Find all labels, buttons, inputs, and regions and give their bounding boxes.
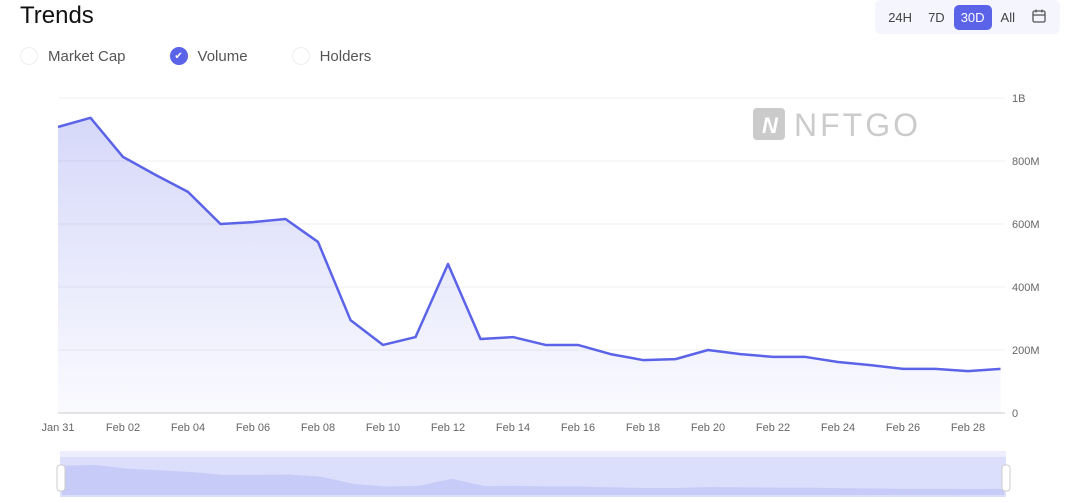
y-tick-label: 200M [1012, 345, 1040, 357]
volume-line [57, 116, 1001, 373]
page-title: Trends [20, 2, 94, 29]
x-tick-label: Feb 08 [301, 422, 335, 434]
x-tick-label: Feb 20 [691, 422, 725, 434]
y-tick-label: 600M [1012, 219, 1040, 231]
range-7d[interactable]: 7D [928, 9, 945, 25]
svg-text:NFTGO: NFTGO [794, 107, 921, 143]
y-tick-label: 0 [1012, 408, 1018, 420]
volume-area [58, 117, 1001, 413]
y-tick-label: 400M [1012, 282, 1040, 294]
range-24h[interactable]: 24H [888, 9, 913, 25]
x-tick-label: Feb 10 [366, 422, 400, 434]
calendar-icon[interactable] [1024, 3, 1054, 32]
x-tick-label: Feb 06 [236, 422, 270, 434]
x-tick-label: Feb 14 [496, 422, 530, 434]
x-tick-label: Feb 12 [431, 422, 465, 434]
metric-label: Market Cap [48, 47, 126, 65]
slider-handle-right[interactable] [1001, 464, 1011, 492]
x-tick-label: Feb 02 [106, 422, 140, 434]
metric-label: Volume [197, 47, 248, 65]
x-tick-label: Feb 18 [626, 422, 660, 434]
metric-holders[interactable]: Holders [291, 47, 372, 65]
x-tick-label: Feb 04 [171, 422, 205, 434]
radio-icon [291, 47, 310, 65]
x-tick-label: Feb 16 [561, 422, 595, 434]
y-tick-label: 800M [1012, 156, 1040, 168]
range-slider[interactable] [56, 451, 1011, 497]
range-all[interactable]: All [1000, 9, 1015, 25]
nftgo-watermark: N NFTGO [753, 107, 921, 143]
x-tick-label: Feb 24 [821, 422, 855, 434]
x-tick-label: Jan 31 [41, 422, 74, 434]
x-tick-label: Feb 26 [886, 422, 920, 434]
svg-text:N: N [762, 113, 779, 138]
slider-handle-left[interactable] [56, 464, 66, 492]
check-icon: ✔ [169, 47, 188, 65]
time-range-selector: 24H 7D 30D All [875, 0, 1060, 34]
x-tick-label: Feb 28 [951, 422, 985, 434]
metric-volume[interactable]: ✔ Volume [169, 47, 248, 65]
metric-market-cap[interactable]: Market Cap [20, 47, 126, 65]
y-tick-label: 1B [1012, 93, 1025, 105]
metric-legend: Market Cap ✔ Volume Holders [20, 47, 415, 65]
metric-label: Holders [319, 47, 372, 65]
mini-area [62, 464, 1004, 495]
radio-icon [20, 47, 38, 65]
range-30d[interactable]: 30D [953, 4, 992, 30]
x-tick-label: Feb 22 [756, 422, 790, 434]
